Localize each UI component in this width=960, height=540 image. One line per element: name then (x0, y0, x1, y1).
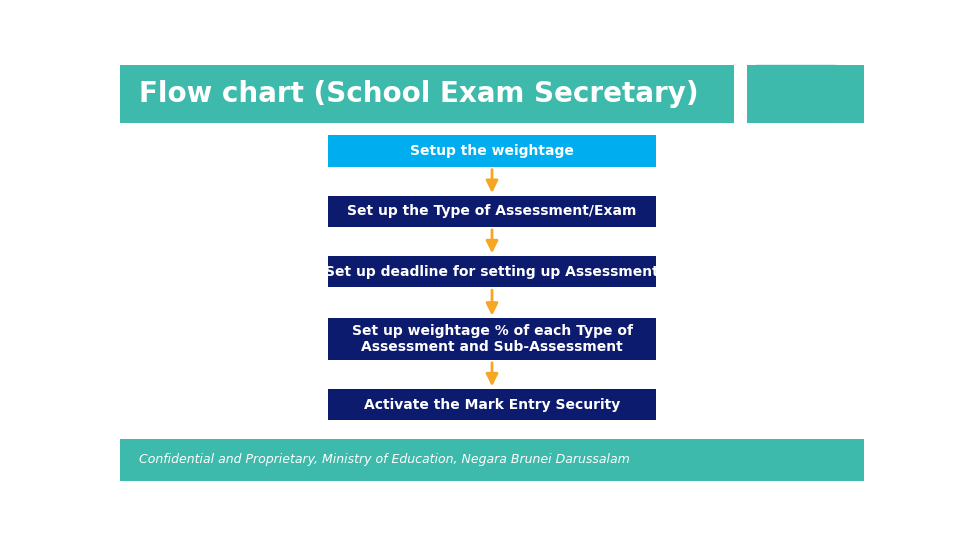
FancyBboxPatch shape (328, 389, 656, 420)
Text: Flow chart (School Exam Secretary): Flow chart (School Exam Secretary) (138, 80, 698, 108)
Text: Activate the Mark Entry Security: Activate the Mark Entry Security (364, 398, 620, 411)
Text: Set up weightage % of each Type of
Assessment and Sub-Assessment: Set up weightage % of each Type of Asses… (351, 324, 633, 354)
FancyBboxPatch shape (733, 65, 747, 123)
Text: Set up the Type of Assessment/Exam: Set up the Type of Assessment/Exam (348, 204, 636, 218)
Polygon shape (747, 65, 836, 123)
Text: Confidential and Proprietary, Ministry of Education, Negara Brunei Darussalam: Confidential and Proprietary, Ministry o… (138, 453, 630, 467)
FancyBboxPatch shape (120, 439, 864, 481)
FancyBboxPatch shape (328, 256, 656, 287)
FancyBboxPatch shape (715, 65, 733, 123)
FancyBboxPatch shape (328, 136, 656, 167)
FancyBboxPatch shape (120, 65, 864, 123)
FancyBboxPatch shape (328, 196, 656, 227)
Text: Setup the weightage: Setup the weightage (410, 144, 574, 158)
FancyBboxPatch shape (328, 319, 656, 360)
Text: Set up deadline for setting up Assessment: Set up deadline for setting up Assessmen… (325, 265, 659, 279)
